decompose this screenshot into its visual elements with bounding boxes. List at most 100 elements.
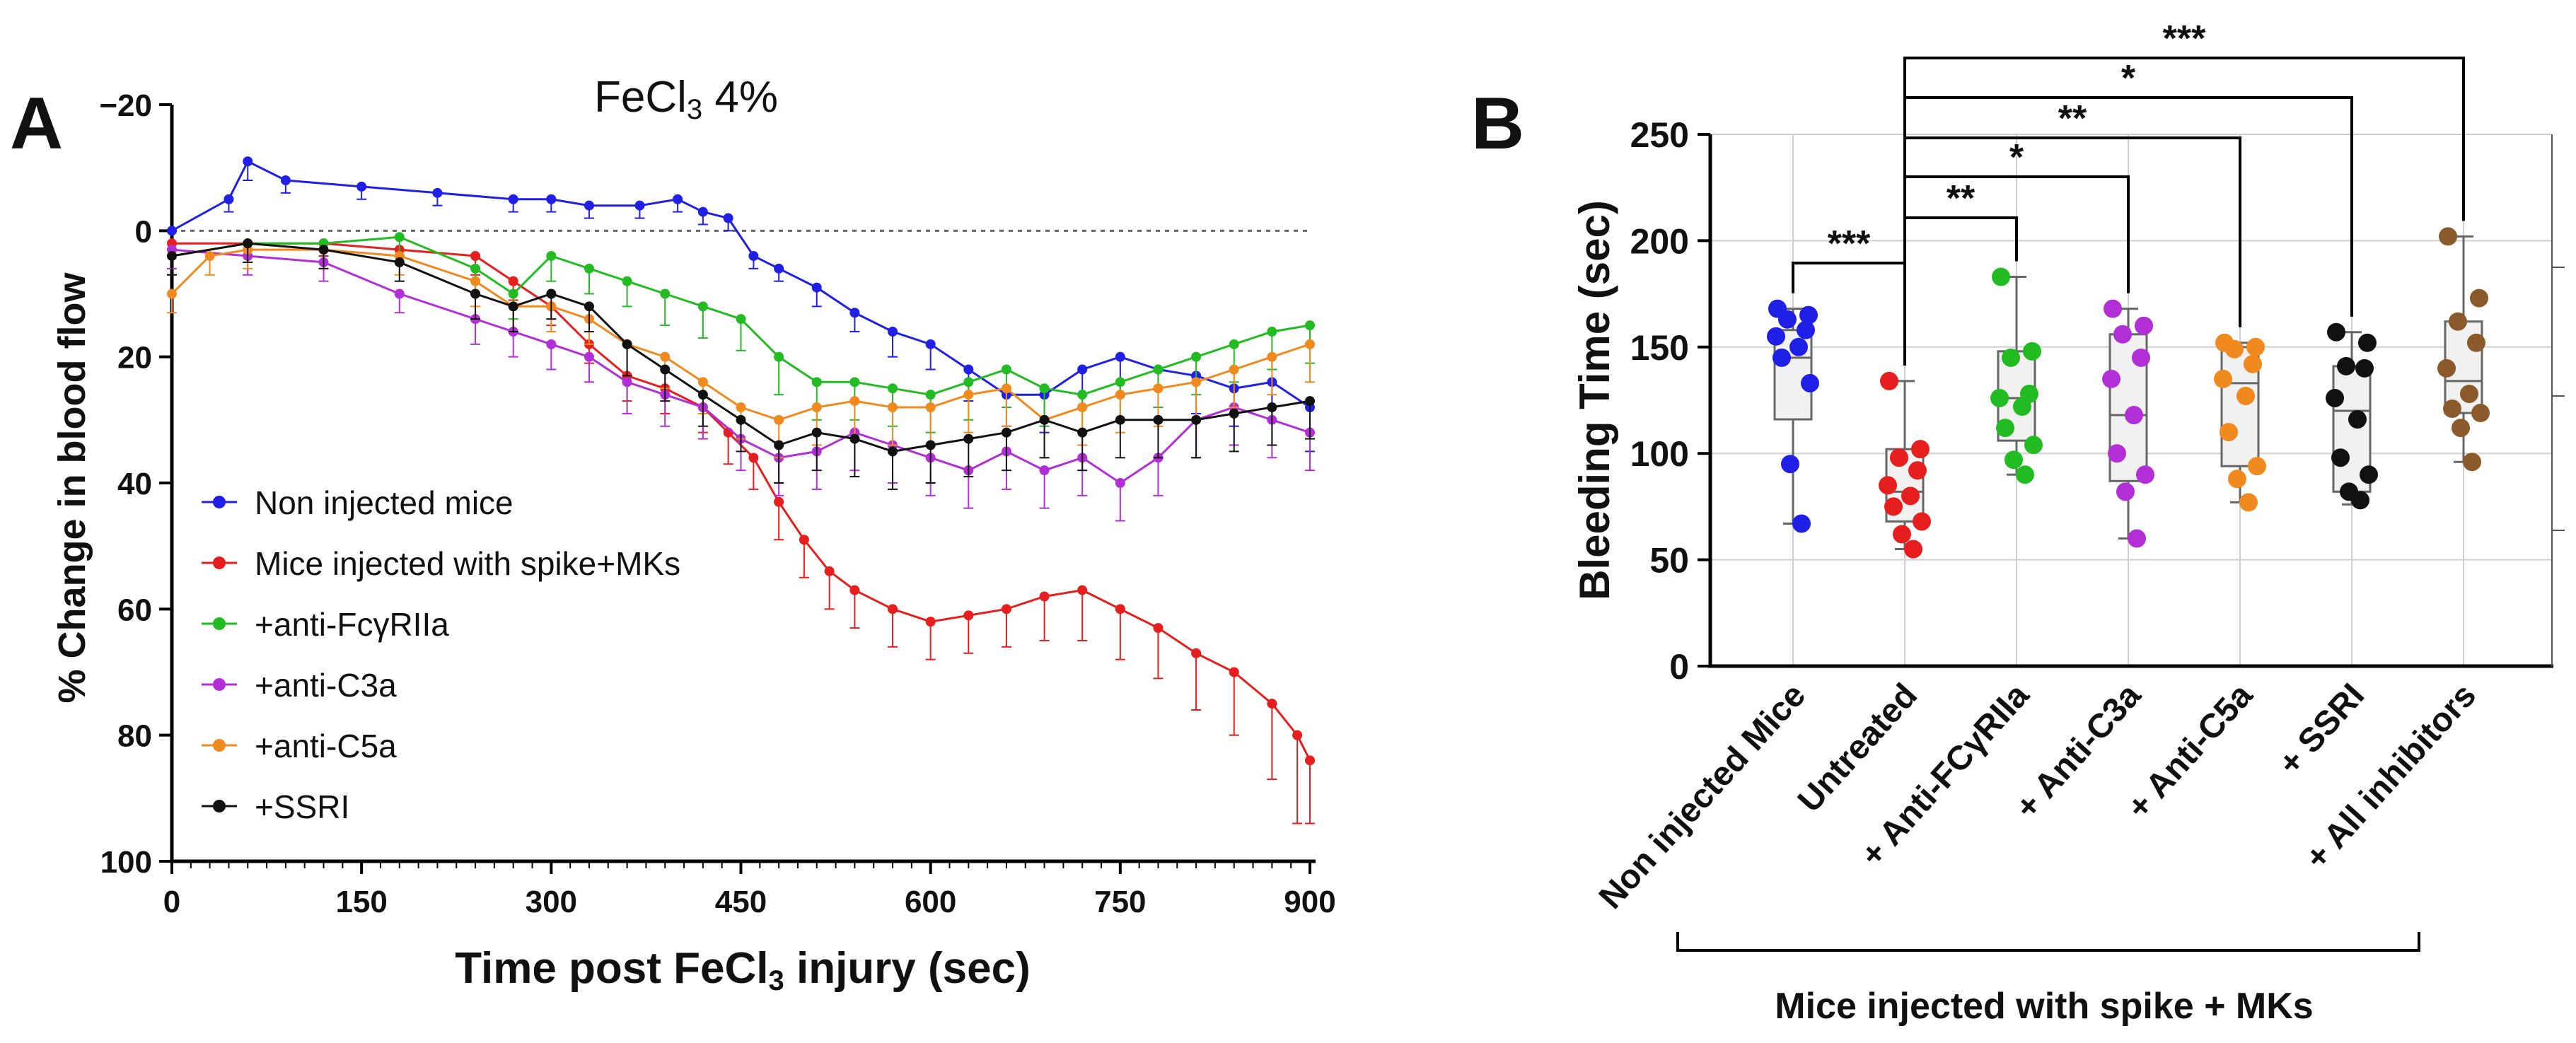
panel-a-data-point [748, 453, 759, 463]
panel-a-data-point [748, 251, 759, 261]
panel-a-data-point [546, 339, 557, 349]
panel-a-data-point [1191, 377, 1202, 388]
panel-a-data-point [849, 377, 860, 388]
panel-b-data-point [1890, 448, 1908, 467]
panel-b-box-group [2326, 322, 2378, 510]
panel-a-data-point [634, 200, 645, 211]
panel-a-data-point [432, 187, 443, 198]
panel-b-category-label: + SSRI [2271, 677, 2372, 782]
panel-b-significance-stars: *** [2163, 18, 2206, 59]
panel-a-series-line [171, 160, 1311, 409]
panel-a-data-point [925, 339, 936, 349]
panel-b-data-point [1799, 305, 1818, 325]
panel-a-data-point [1305, 755, 1315, 766]
panel-b-data-point [1797, 320, 1815, 339]
panel-b-y-axis-title: Bleeding Time (sec) [1571, 200, 1618, 600]
panel-a-data-point [622, 377, 632, 388]
panel-b-y-tick-label: 200 [1630, 221, 1689, 261]
panel-b-box-group [2437, 227, 2490, 472]
panel-a-x-tick-label: 750 [1094, 885, 1146, 919]
panel-a-data-point [1077, 585, 1088, 595]
panel-b-data-point [1990, 388, 2009, 407]
panel-b-data-point [2135, 316, 2153, 335]
panel-a-data-point [584, 351, 594, 362]
panel-b-significance-stars: ** [1946, 178, 1975, 219]
panel-a-data-point [697, 377, 708, 388]
panel-a-data-point [394, 257, 405, 267]
panel-a-legend-marker [213, 557, 226, 569]
panel-b-data-point [1913, 512, 1931, 531]
panel-a-data-point [1267, 351, 1277, 362]
panel-a-data-point [470, 263, 481, 274]
panel-a-y-ticks: −20 0 20 40 60 80 100 [99, 88, 172, 880]
panel-a-y-tick-label: 80 [117, 719, 152, 754]
panel-a-data-point [1229, 364, 1239, 375]
panel-b-boxes [1767, 227, 2490, 559]
panel-b-significance-bracket [1903, 57, 2465, 366]
panel-a: A FeCl3 4% −20 0 20 40 60 80 100 0 150 300 450 600… [10, 73, 1336, 996]
panel-b-group-label: Mice injected with spike + MKs [1775, 986, 2313, 1027]
panel-a-data-point [849, 433, 860, 444]
panel-a-data-point [546, 194, 557, 204]
panel-b-data-point [2470, 289, 2488, 308]
panel-a-data-point [1267, 327, 1277, 337]
panel-b-data-point [1911, 440, 1930, 459]
panel-b-y-tick-label: 250 [1630, 115, 1689, 155]
panel-a-data-point [697, 301, 708, 312]
panel-a-data-point [1267, 699, 1277, 709]
panel-a-y-tick-label: 0 [135, 214, 152, 249]
panel-b-data-point [2449, 312, 2467, 331]
panel-a-data-point [508, 301, 518, 312]
panel-a-data-point [736, 402, 746, 412]
panel-b-data-point [2246, 337, 2265, 356]
panel-b-data-point [2116, 482, 2135, 501]
panel-a-data-point [849, 396, 860, 407]
panel-b-data-point [2002, 348, 2020, 367]
panel-b-data-point [2327, 322, 2345, 342]
panel-b-data-point [2132, 348, 2150, 367]
panel-a-data-point [1191, 648, 1202, 658]
panel-a-data-point [584, 263, 594, 274]
panel-a-data-point [963, 364, 974, 375]
panel-a-data-point [925, 440, 936, 450]
panel-a-data-point [546, 289, 557, 299]
panel-a-data-point [1153, 623, 1164, 634]
panel-a-data-point [774, 351, 784, 362]
panel-b-y-tick-label: 50 [1649, 541, 1689, 581]
panel-a-data-point [849, 308, 860, 318]
panel-b-data-point [2439, 227, 2457, 246]
panel-a-data-point [1115, 351, 1125, 362]
panel-a-data-point [622, 339, 632, 349]
panel-a-title: FeCl3 4% [594, 73, 778, 125]
panel-a-data-point [660, 351, 671, 362]
panel-a-legend-label: +anti-FcγRIIa [255, 606, 449, 643]
panel-b-data-point [2248, 457, 2266, 476]
panel-b-box-group [1879, 371, 1931, 559]
panel-b-significance-brackets: ************ [1792, 18, 2465, 366]
panel-b-data-point [1904, 540, 1922, 559]
panel-a-data-point [963, 610, 974, 621]
panel-a-data-point [888, 327, 898, 337]
panel-a-series-line [170, 248, 1311, 421]
panel-a-data-point [1039, 465, 1050, 476]
panel-b-data-point [1884, 497, 1903, 516]
panel-b-data-point [2351, 491, 2369, 510]
panel-a-legend-label: Non injected mice [255, 484, 514, 521]
panel-a-x-tick-label: 600 [905, 885, 956, 919]
panel-a-legend: Non injected mice Mice injected with spik… [202, 484, 680, 825]
panel-a-y-tick-label: 100 [100, 845, 152, 880]
panel-a-data-point [888, 604, 898, 614]
panel-a-data-point [963, 390, 974, 400]
panel-b-data-point [2225, 339, 2244, 359]
panel-a-data-point [1229, 667, 1239, 677]
panel-a-legend-marker [213, 800, 226, 812]
panel-a-data-point [584, 301, 594, 312]
panel-a-data-point [774, 440, 784, 450]
panel-a-data-point [1001, 364, 1011, 375]
panel-a-data-point [824, 566, 835, 576]
panel-a-data-point [1115, 414, 1125, 425]
panel-b-significance-stars: ** [2058, 98, 2087, 139]
panel-b-data-point [2460, 384, 2478, 403]
panel-a-data-point [1039, 414, 1050, 425]
